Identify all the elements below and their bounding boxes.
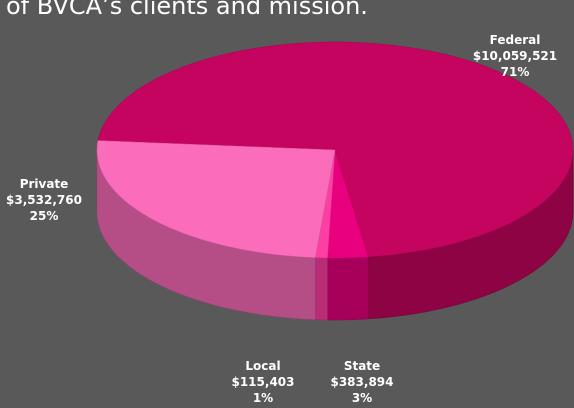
pie-slice xyxy=(97,41,574,258)
slice-percent-label: 3% xyxy=(352,391,372,405)
pie-slice xyxy=(327,149,369,259)
pie-side xyxy=(327,256,369,321)
slice-label: State xyxy=(344,359,380,373)
slice-percent-label: 1% xyxy=(253,391,273,405)
slice-value-label: $10,059,521 xyxy=(473,49,557,63)
slice-value-label: $115,403 xyxy=(231,375,294,389)
slice-percent-label: 71% xyxy=(501,65,530,79)
slice-value-label: $3,532,760 xyxy=(6,193,82,207)
slice-percent-label: 25% xyxy=(30,209,59,223)
slice-label: Local xyxy=(245,359,280,373)
chart-title: of BVCA’s clients and mission. xyxy=(6,0,368,20)
slice-label: Federal xyxy=(490,33,541,47)
pie-slice xyxy=(96,140,336,258)
slice-value-label: $383,894 xyxy=(330,375,393,389)
pie-side xyxy=(315,257,328,321)
slice-label: Private xyxy=(20,177,69,191)
